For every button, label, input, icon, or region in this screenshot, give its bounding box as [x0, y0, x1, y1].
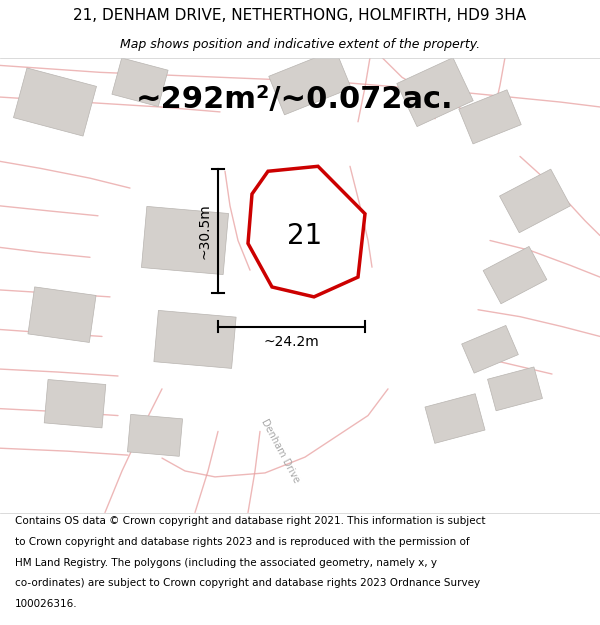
- Text: HM Land Registry. The polygons (including the associated geometry, namely x, y: HM Land Registry. The polygons (includin…: [15, 558, 437, 568]
- Text: ~30.5m: ~30.5m: [197, 203, 211, 259]
- Polygon shape: [397, 58, 473, 127]
- Polygon shape: [425, 394, 485, 443]
- Polygon shape: [459, 90, 521, 144]
- Text: Denham Drive: Denham Drive: [259, 418, 301, 485]
- Polygon shape: [28, 287, 96, 342]
- Text: Map shows position and indicative extent of the property.: Map shows position and indicative extent…: [120, 38, 480, 51]
- Polygon shape: [500, 169, 571, 232]
- Polygon shape: [142, 206, 229, 274]
- Text: 21: 21: [287, 222, 322, 250]
- Polygon shape: [483, 246, 547, 304]
- Text: to Crown copyright and database rights 2023 and is reproduced with the permissio: to Crown copyright and database rights 2…: [15, 537, 470, 547]
- Text: 100026316.: 100026316.: [15, 599, 77, 609]
- Polygon shape: [44, 379, 106, 428]
- Polygon shape: [248, 166, 365, 297]
- Text: 21, DENHAM DRIVE, NETHERTHONG, HOLMFIRTH, HD9 3HA: 21, DENHAM DRIVE, NETHERTHONG, HOLMFIRTH…: [73, 8, 527, 23]
- Polygon shape: [461, 326, 518, 373]
- Text: Contains OS data © Crown copyright and database right 2021. This information is : Contains OS data © Crown copyright and d…: [15, 516, 485, 526]
- Polygon shape: [13, 68, 97, 136]
- Text: ~24.2m: ~24.2m: [263, 336, 319, 349]
- Polygon shape: [269, 49, 351, 115]
- Text: ~292m²/~0.072ac.: ~292m²/~0.072ac.: [136, 84, 454, 114]
- Polygon shape: [127, 414, 182, 456]
- Polygon shape: [488, 367, 542, 411]
- Polygon shape: [154, 311, 236, 368]
- Text: co-ordinates) are subject to Crown copyright and database rights 2023 Ordnance S: co-ordinates) are subject to Crown copyr…: [15, 578, 480, 588]
- Polygon shape: [112, 58, 168, 106]
